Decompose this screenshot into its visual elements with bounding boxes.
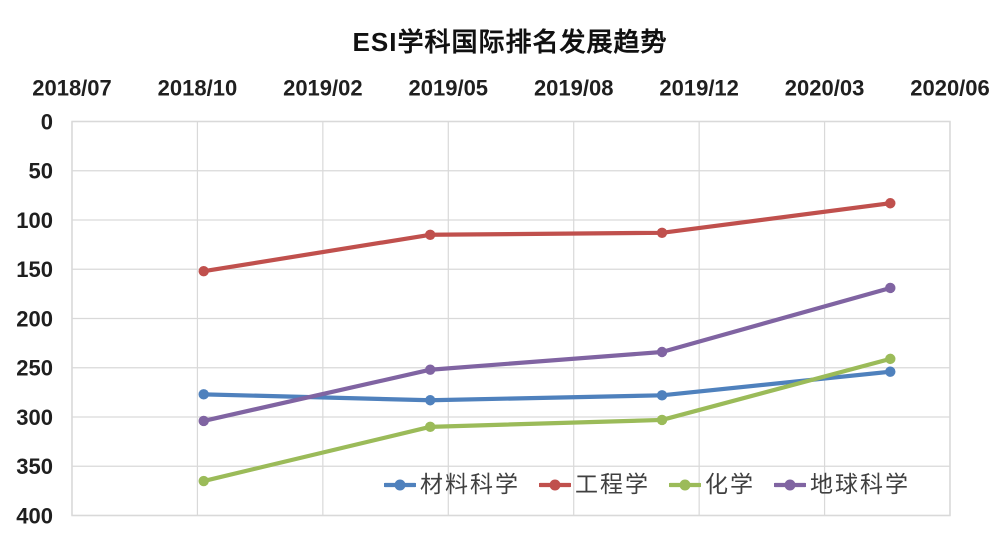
- x-axis-tick-label: 2019/05: [409, 76, 489, 101]
- chart-legend: 材料科学 工程学 化学 地球科学: [384, 471, 910, 497]
- data-point-marker: [656, 227, 668, 239]
- y-axis-tick-label: 250: [16, 356, 53, 381]
- series-line-工程学: [201, 201, 893, 274]
- y-axis-tick-label: 0: [41, 109, 53, 134]
- y-axis-tick-label: 150: [16, 257, 53, 282]
- legend-item-地球科学: 地球科学: [774, 471, 910, 497]
- legend-line-marker-icon: [384, 479, 416, 491]
- data-point-marker: [198, 415, 209, 427]
- data-point-marker: [885, 282, 896, 294]
- x-axis-tick-label: 2019/08: [534, 76, 614, 101]
- plot-border: [71, 120, 951, 517]
- legend-line-marker-icon: [539, 479, 571, 491]
- legend-line-marker-icon: [774, 479, 806, 491]
- data-point-marker: [425, 421, 436, 433]
- legend-line-marker-icon: [669, 479, 701, 491]
- y-axis-tick-label: 100: [16, 208, 53, 233]
- legend-item-材料科学: 材料科学: [384, 471, 520, 497]
- legend-label: 材料科学: [420, 471, 520, 497]
- x-axis-tick-label: 2018/10: [158, 76, 238, 101]
- series-line-化学: [201, 356, 893, 484]
- data-point-marker: [425, 364, 436, 375]
- data-point-marker: [198, 475, 209, 487]
- legend-item-工程学: 工程学: [539, 471, 650, 497]
- chart-title: ESI学科国际排名发展趋势: [352, 27, 668, 57]
- series-line-地球科学: [201, 285, 893, 424]
- x-axis-tick-label: 2020/06: [910, 76, 990, 101]
- y-axis-tick-label: 400: [16, 503, 53, 528]
- data-point-marker: [425, 395, 436, 406]
- data-point-marker: [198, 389, 209, 400]
- x-axis-tick-label: 2018/07: [32, 76, 112, 101]
- legend-label: 地球科学: [810, 471, 910, 497]
- y-axis-tick-label: 200: [16, 306, 53, 331]
- y-axis-tick-label: 300: [16, 405, 53, 430]
- data-point-marker: [198, 266, 209, 277]
- legend-label: 化学: [705, 471, 755, 497]
- data-point-marker: [656, 346, 668, 358]
- data-point-marker: [656, 414, 668, 426]
- y-axis-tick-label: 350: [16, 454, 53, 479]
- data-point-marker: [885, 198, 896, 209]
- x-axis-tick-label: 2019/02: [283, 76, 363, 101]
- data-point-marker: [885, 353, 896, 365]
- data-point-marker: [656, 390, 668, 401]
- legend-label: 工程学: [575, 471, 650, 497]
- data-point-marker: [425, 229, 436, 240]
- y-axis-tick-label: 50: [29, 159, 53, 184]
- x-axis-tick-label: 2019/12: [659, 76, 739, 101]
- data-point-marker: [885, 366, 896, 377]
- x-axis-tick-label: 2020/03: [785, 76, 865, 101]
- legend-item-化学: 化学: [669, 471, 755, 497]
